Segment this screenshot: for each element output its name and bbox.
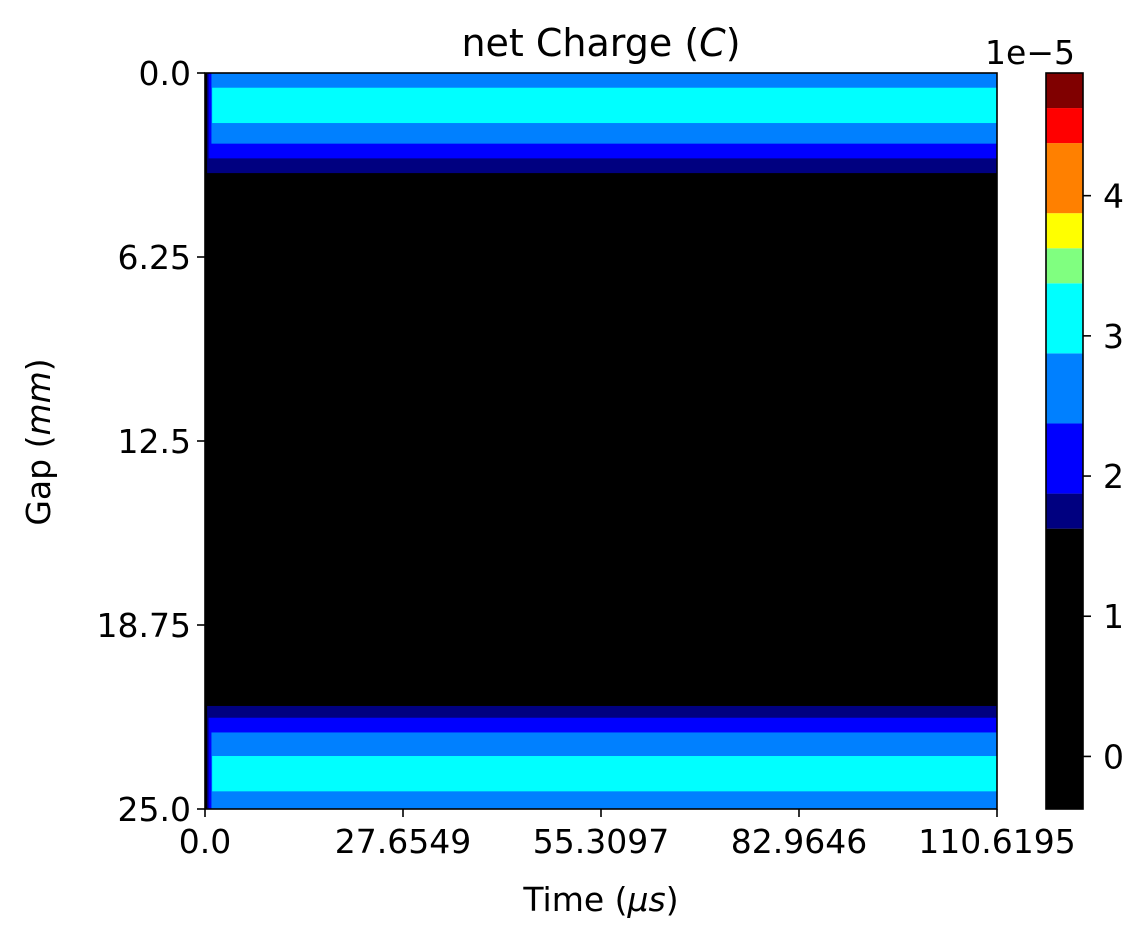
colorbar-level bbox=[1046, 248, 1083, 284]
y-axis-label: Gap (mm) bbox=[19, 358, 58, 525]
y-tick-label: 0.0 bbox=[139, 54, 191, 93]
region-bottom-cyan-core bbox=[212, 756, 998, 792]
colorbar-tick-label: 0 bbox=[1103, 737, 1124, 776]
y-tick-label: 12.5 bbox=[118, 422, 191, 461]
chart-title: net Charge (C) bbox=[461, 21, 740, 65]
colorbar-level bbox=[1046, 108, 1083, 144]
colorbar-levels bbox=[1046, 73, 1083, 809]
contour-regions bbox=[205, 73, 998, 809]
colorbar-level bbox=[1046, 493, 1083, 529]
region-top-cyan-core bbox=[212, 87, 998, 124]
colorbar-level bbox=[1046, 143, 1083, 214]
y-tick-label: 25.0 bbox=[118, 790, 191, 829]
x-tick-label: 55.3097 bbox=[533, 822, 669, 861]
colorbar-scale-label: 1e−5 bbox=[985, 33, 1075, 72]
x-tick-label: 27.6549 bbox=[335, 822, 471, 861]
colorbar: 0 1 2 3 4 1e−5 bbox=[985, 33, 1124, 810]
colorbar-level bbox=[1046, 353, 1083, 424]
y-tick-label: 18.75 bbox=[97, 606, 191, 645]
x-axis-label: Time (μs) bbox=[522, 880, 678, 919]
x-tick-label: 110.6195 bbox=[918, 822, 1075, 861]
colorbar-level bbox=[1046, 213, 1083, 249]
colorbar-frame bbox=[1045, 72, 1084, 810]
region-background bbox=[205, 73, 997, 809]
colorbar-tick-label: 1 bbox=[1103, 597, 1124, 636]
colorbar-level bbox=[1046, 423, 1083, 494]
colorbar-tick-label: 4 bbox=[1103, 177, 1124, 216]
colorbar-tick-label: 2 bbox=[1103, 457, 1124, 496]
x-tick-label: 0.0 bbox=[179, 822, 231, 861]
colorbar-level bbox=[1046, 73, 1083, 109]
plot-area bbox=[204, 72, 998, 810]
x-tick-label: 82.9646 bbox=[731, 822, 867, 861]
x-axis: 0.0 27.6549 55.3097 82.9646 110.6195 bbox=[179, 809, 1076, 861]
colorbar-tick-label: 3 bbox=[1103, 317, 1124, 356]
y-axis: 0.0 6.25 12.5 18.75 25.0 bbox=[97, 54, 205, 829]
y-tick-label: 6.25 bbox=[118, 238, 191, 277]
colorbar-level bbox=[1046, 528, 1083, 809]
colorbar-level bbox=[1046, 283, 1083, 354]
colorbar-ticks: 0 1 2 3 4 bbox=[1083, 177, 1124, 776]
